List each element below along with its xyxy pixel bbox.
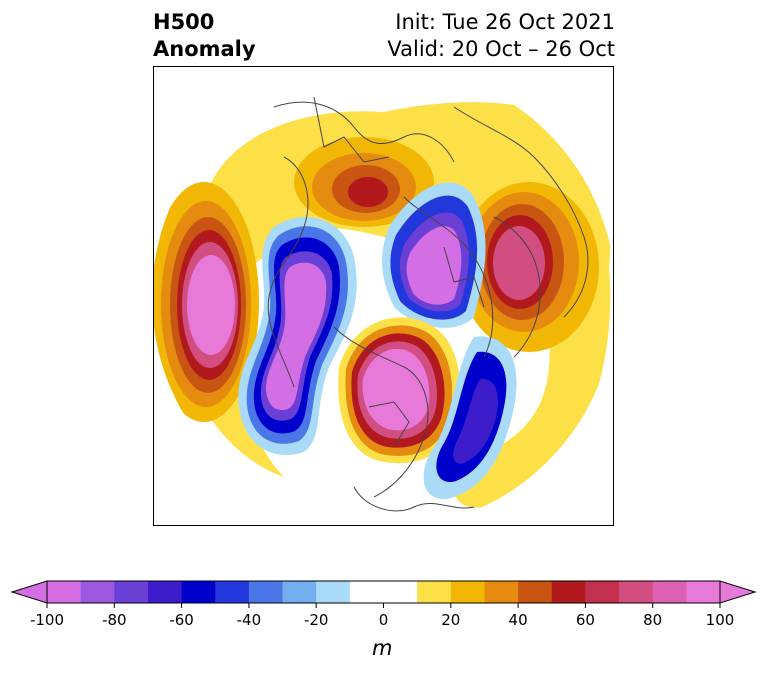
colorbar-cell [652,581,687,603]
colorbar-cell [248,581,284,603]
colorbar-cell [80,581,115,603]
colorbar-tick-label: -20 [304,611,329,629]
colorbar-cells [47,581,721,603]
colorbar-units-label: m [372,636,393,660]
variable-title: H500 [153,10,215,34]
colorbar-cell [147,581,183,603]
colorbar-tick-label: -40 [237,611,262,629]
colorbar-tick-label: 40 [509,611,528,629]
colorbar-tick-label: -60 [169,611,194,629]
colorbar-cell [619,581,654,603]
anomaly-center-positive [362,348,430,431]
valid-time-label: Valid: 20 Oct – 26 Oct [387,37,615,61]
colorbar-tick-label: 80 [643,611,662,629]
colorbar-over-arrow [719,580,757,604]
colorbar-tick-label: 0 [379,611,389,629]
colorbar-tick-label: 100 [706,611,735,629]
map-panel [153,66,614,526]
title-left: H500 Anomaly [153,9,256,63]
colorbar-cell [349,581,418,603]
colorbar-cell [551,581,586,603]
anomaly-center-negative [453,378,499,464]
anomaly-center-negative [266,262,327,411]
colorbar-cell [282,581,317,603]
colorbar-tick-label: -100 [30,611,64,629]
colorbar-ticks: -100 -80 -60 -40 -20 0 20 40 60 80 100 [30,603,734,629]
colorbar-cell [114,581,149,603]
colorbar-cell [450,581,485,603]
colorbar-cell [484,581,519,603]
coastlines [267,96,589,512]
init-time-label: Init: Tue 26 Oct 2021 [395,10,615,34]
colorbar-cell [585,581,620,603]
title-right: Init: Tue 26 Oct 2021 Valid: 20 Oct – 26… [387,9,615,63]
colorbar-cell [181,581,216,603]
colorbar-cell [316,581,351,603]
colorbar-cell [47,581,82,603]
anomaly-map [154,67,613,525]
colorbar-tick-label: 20 [441,611,460,629]
colorbar-cell [686,581,721,603]
variable-subtitle: Anomaly [153,37,256,61]
anomaly-center-negative [406,226,462,305]
colorbar-cell [518,581,553,603]
anomaly-center-positive [348,177,388,207]
colorbar-under-arrow [10,580,48,604]
anomaly-center-positive [187,255,235,355]
colorbar-cell [417,581,452,603]
colorbar: -100 -80 -60 -40 -20 0 20 40 60 80 100 [10,580,757,629]
colorbar-tick-label: -80 [102,611,127,629]
anomaly-center-positive [493,226,545,300]
colorbar-tick-label: 60 [576,611,595,629]
colorbar-cell [215,581,250,603]
